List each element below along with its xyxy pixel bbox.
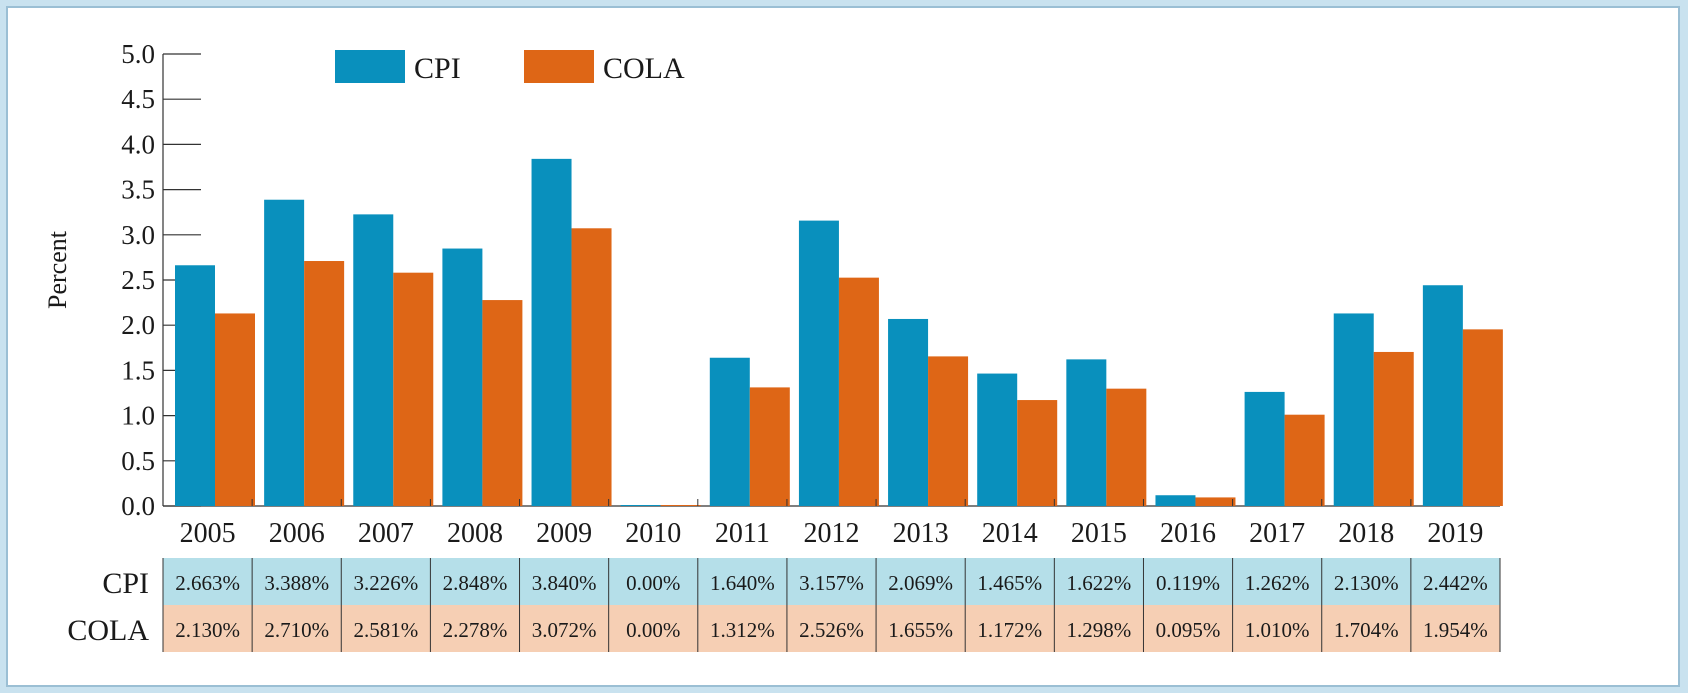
bar-cola-2018 (1373, 351, 1414, 506)
bar-cpi-2006 (264, 199, 305, 506)
x-tick-label: 2007 (358, 518, 414, 549)
bar-cola-2007 (393, 272, 434, 506)
table-cell: 1.655% (888, 618, 953, 642)
table-cell: 2.130% (1334, 571, 1399, 595)
y-tick-label: 4.5 (121, 84, 155, 114)
table-cell: 0.00% (626, 618, 680, 642)
y-tick-label: 5.0 (121, 39, 155, 69)
y-tick-label: 0.5 (121, 446, 155, 476)
x-tick-label: 2010 (625, 518, 681, 549)
table-cell: 1.954% (1423, 618, 1488, 642)
table-cell: 1.704% (1334, 618, 1399, 642)
table-cell: 3.226% (353, 571, 418, 595)
bar-cpi-2005 (175, 265, 215, 506)
table-cell: 1.312% (710, 618, 775, 642)
x-tick-label: 2008 (447, 518, 503, 549)
bar-cola-2006 (304, 261, 345, 506)
table-cell: 0.119% (1156, 571, 1220, 595)
table-cell: 2.278% (443, 618, 508, 642)
bar-cola-2019 (1462, 329, 1503, 506)
bar-cola-2014 (1017, 400, 1058, 506)
table-cell: 1.298% (1067, 618, 1132, 642)
table-cell: 1.010% (1245, 618, 1310, 642)
bar-cola-2005 (215, 313, 255, 506)
table-cell: 3.072% (532, 618, 597, 642)
bar-cpi-2011 (709, 357, 750, 506)
table-cell: 2.581% (353, 618, 418, 642)
table-cell: 2.130% (175, 618, 240, 642)
y-axis-title: Percent (43, 230, 72, 309)
x-tick-label: 2012 (804, 518, 860, 549)
y-tick-label: 0.0 (121, 491, 155, 521)
table-row-cola (163, 605, 1500, 652)
y-tick-label: 3.5 (121, 175, 155, 205)
bar-cola-2017 (1284, 414, 1325, 506)
legend-swatch-cpi (335, 50, 405, 83)
bar-cpi-2008 (442, 248, 483, 506)
table-row-header-cpi: CPI (102, 567, 149, 600)
bar-cpi-2009 (531, 158, 572, 506)
x-tick-label: 2017 (1249, 518, 1305, 549)
table-cell: 1.622% (1067, 571, 1132, 595)
bar-cola-2015 (1106, 388, 1147, 506)
bar-cpi-2013 (888, 318, 929, 506)
bar-cpi-2016 (1155, 495, 1196, 506)
bar-cpi-2017 (1244, 391, 1285, 506)
x-tick-label: 2005 (180, 518, 236, 549)
y-tick-label: 1.5 (121, 355, 155, 385)
x-tick-label: 2009 (536, 518, 592, 549)
y-tick-label: 1.0 (121, 401, 155, 431)
table-cell: 2.526% (799, 618, 864, 642)
x-tick-label: 2016 (1160, 518, 1216, 549)
x-tick-label: 2006 (269, 518, 325, 549)
legend-swatch-cola (524, 50, 594, 83)
table-row-cpi (163, 558, 1500, 605)
table-cell: 3.388% (264, 571, 329, 595)
bar-cpi-2014 (977, 373, 1018, 506)
bar-cpi-2007 (353, 214, 394, 506)
bar-cola-2013 (928, 356, 969, 506)
table-cell: 0.00% (626, 571, 680, 595)
legend-label-cola: COLA (603, 52, 685, 85)
bar-cpi-2010 (620, 505, 661, 506)
bar-cpi-2018 (1333, 313, 1374, 506)
table-cell: 3.840% (532, 571, 597, 595)
bar-cpi-2015 (1066, 359, 1107, 506)
table-cell: 1.172% (977, 618, 1042, 642)
x-tick-label: 2011 (715, 518, 770, 549)
bar-cola-2009 (571, 228, 612, 506)
table-cell: 2.710% (264, 618, 329, 642)
x-tick-label: 2013 (893, 518, 949, 549)
bar-cola-2010 (660, 505, 701, 506)
table-cell: 1.640% (710, 571, 775, 595)
y-tick-label: 2.5 (121, 265, 155, 295)
table-cell: 1.262% (1245, 571, 1310, 595)
y-tick-label: 3.0 (121, 220, 155, 250)
bar-cpi-2019 (1422, 285, 1463, 506)
bar-cola-2008 (482, 300, 523, 506)
bar-cpi-2012 (798, 220, 839, 507)
bar-cola-2012 (838, 277, 879, 506)
table-cell: 0.095% (1156, 618, 1221, 642)
table-cell: 3.157% (799, 571, 864, 595)
table-cell: 2.442% (1423, 571, 1488, 595)
bar-cola-2016 (1195, 497, 1236, 506)
table-row-header-cola: COLA (67, 614, 149, 647)
x-tick-label: 2014 (982, 518, 1038, 549)
x-tick-label: 2019 (1427, 518, 1483, 549)
x-tick-label: 2015 (1071, 518, 1127, 549)
y-tick-label: 2.0 (121, 310, 155, 340)
table-cell: 2.663% (175, 571, 240, 595)
table-cell: 2.069% (888, 571, 953, 595)
legend-label-cpi: CPI (414, 52, 461, 85)
bar-cola-2011 (749, 387, 790, 506)
y-tick-label: 4.0 (121, 129, 155, 159)
x-tick-label: 2018 (1338, 518, 1394, 549)
table-cell: 1.465% (977, 571, 1042, 595)
table-cell: 2.848% (443, 571, 508, 595)
